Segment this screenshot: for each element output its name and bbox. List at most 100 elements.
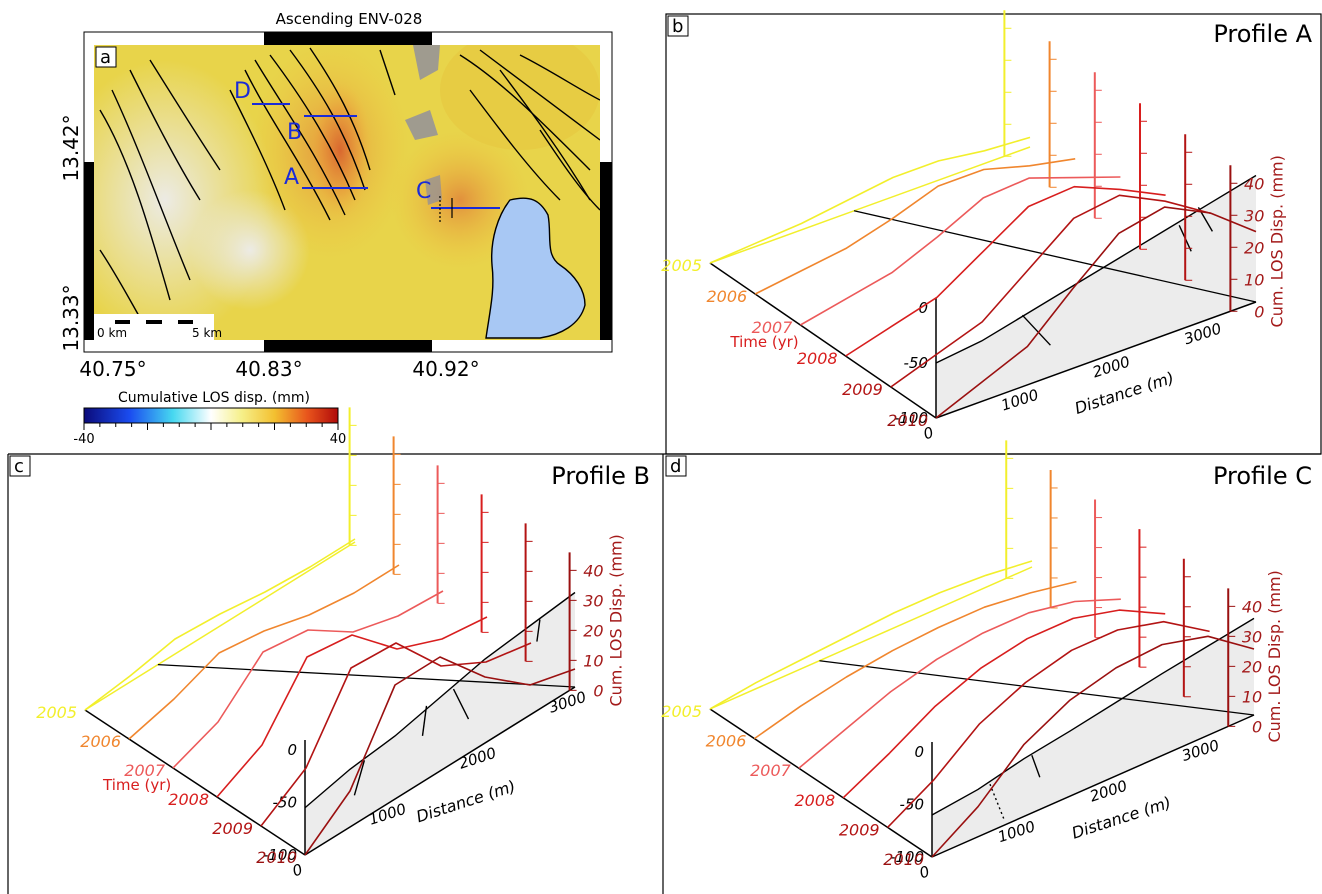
panel-letter-box-d	[665, 455, 687, 477]
series-line-2009	[890, 194, 1212, 388]
series-line-2008	[842, 609, 1166, 799]
map-title: Ascending ENV-028	[276, 10, 423, 28]
series-line-2008	[216, 616, 488, 798]
time-axis	[84, 709, 306, 856]
time-tick-label: 2006	[706, 287, 747, 306]
lat-label-1: 13.42°	[59, 114, 83, 181]
fault-marker	[536, 619, 541, 642]
time-axis-label: Time (yr)	[729, 333, 798, 351]
panel-letter-box-c	[9, 455, 31, 477]
lon-label-1: 40.75°	[79, 357, 146, 381]
fault-marker	[1021, 314, 1051, 346]
time-tick-label: 2005	[661, 256, 702, 275]
disp-tick-label: 40	[1242, 597, 1262, 616]
scalebar-right-label: 5 km	[192, 326, 222, 340]
time-tick-label: 2005	[36, 703, 77, 722]
elevation-tick-label: 0	[287, 741, 297, 759]
panel-title: Profile B	[551, 462, 650, 490]
time-axis-label: Time (yr)	[102, 776, 171, 794]
elevation-tick-label: -50	[273, 794, 298, 812]
series-line-2005	[709, 560, 1033, 710]
topography-line	[304, 591, 576, 809]
profile-lines	[252, 103, 500, 209]
scalebar-box	[94, 314, 214, 340]
map-frame-tick-top	[264, 32, 432, 45]
fault-marker	[353, 760, 366, 796]
time-tick-label: 2010	[887, 411, 928, 430]
distance-axis-label: Distance (m)	[1069, 793, 1173, 843]
map-frame-tick-left	[84, 162, 94, 340]
topography-line	[931, 617, 1255, 816]
distance-axis-label: Distance (m)	[414, 776, 518, 826]
disp-tick-label: 0	[1252, 717, 1262, 736]
time-axis	[709, 708, 933, 858]
topography-fill	[932, 618, 1254, 857]
diagonal-axis	[157, 663, 576, 688]
disp-tick-label: 30	[1244, 206, 1264, 225]
distance-axis	[935, 301, 1257, 419]
time-plane-edge-2005	[709, 566, 1033, 710]
disp-tick-label: 10	[583, 651, 603, 670]
series-line-2006	[753, 580, 1077, 740]
map-frame-tick-right	[600, 162, 612, 340]
fault-lines	[99, 47, 600, 336]
disp-tick-label: 30	[1242, 627, 1262, 646]
series-line-2009	[260, 642, 532, 827]
series-line-2010	[304, 656, 576, 856]
topography-line	[935, 174, 1257, 364]
colorbar-min-label: -40	[73, 432, 94, 447]
panel-d-profile-c: d Profile C0-50-1000100020003000Distance …	[661, 440, 1312, 882]
time-tick-label: 2007	[752, 318, 794, 337]
lon-label-2: 40.83°	[235, 357, 302, 381]
disp-tick-label: 40	[583, 561, 603, 580]
time-tick-label: 2009	[842, 380, 883, 399]
disp-axis-label: Cum. LOS Disp. (mm)	[607, 534, 626, 706]
distance-axis	[931, 714, 1255, 858]
series-line-2009	[887, 620, 1210, 828]
time-plane-edge-2005	[84, 541, 356, 711]
time-tick-label: 2006	[706, 732, 747, 751]
scalebar-left-label: 0 km	[97, 326, 127, 340]
time-tick-label: 2010	[883, 850, 924, 869]
time-tick-label: 2010	[256, 848, 297, 867]
time-plane-edge-2005	[709, 146, 1031, 264]
panel-letter-b: b	[672, 16, 683, 37]
disp-tick-label: 40	[1244, 174, 1264, 193]
panel-b-profile-a: b Profile A0-50-1000100020003000Distance …	[661, 10, 1313, 443]
time-tick-label: 2008	[797, 349, 838, 368]
disp-tick-label: 10	[1244, 270, 1264, 289]
disp-tick-label: 0	[1254, 302, 1264, 321]
series-line-2010	[935, 206, 1257, 419]
diagonal-axis	[853, 210, 1257, 303]
profile-label-d: D	[234, 79, 251, 104]
diagonal-axis	[819, 660, 1255, 716]
time-tick-label: 2007	[750, 761, 792, 780]
disp-tick-label: 20	[1242, 657, 1262, 676]
distance-axis-label: Distance (m)	[1072, 368, 1176, 418]
panel-letter-d: d	[670, 456, 681, 477]
series-line-2005	[84, 538, 356, 711]
series-line-2007	[172, 590, 444, 769]
series-line-2010	[931, 635, 1255, 858]
disp-axis-label: Cum. LOS Disp. (mm)	[1267, 155, 1286, 327]
map-frame-tick-bottom	[264, 340, 432, 352]
profile-label-c: C	[416, 179, 431, 204]
panel-title: Profile A	[1213, 20, 1312, 48]
series-line-2006	[754, 158, 1076, 295]
disp-tick-label: 30	[583, 591, 603, 610]
fault-marker	[421, 705, 428, 736]
elevation-tick-label: -100	[263, 846, 297, 864]
distance-axis	[304, 686, 576, 856]
time-tick-label: 2009	[839, 820, 880, 839]
series-line-2007	[800, 176, 1121, 326]
panel-letter-c: c	[14, 456, 24, 477]
topography-fill	[305, 592, 575, 855]
series-line-2005	[709, 136, 1031, 264]
elevation-tick-label: -100	[894, 409, 928, 427]
lake	[485, 197, 586, 339]
time-tick-label: 2008	[794, 791, 835, 810]
disp-tick-label: 20	[1244, 238, 1264, 257]
time-tick-label: 2005	[661, 702, 702, 721]
scalebar: 0 km 5 km	[97, 320, 222, 340]
